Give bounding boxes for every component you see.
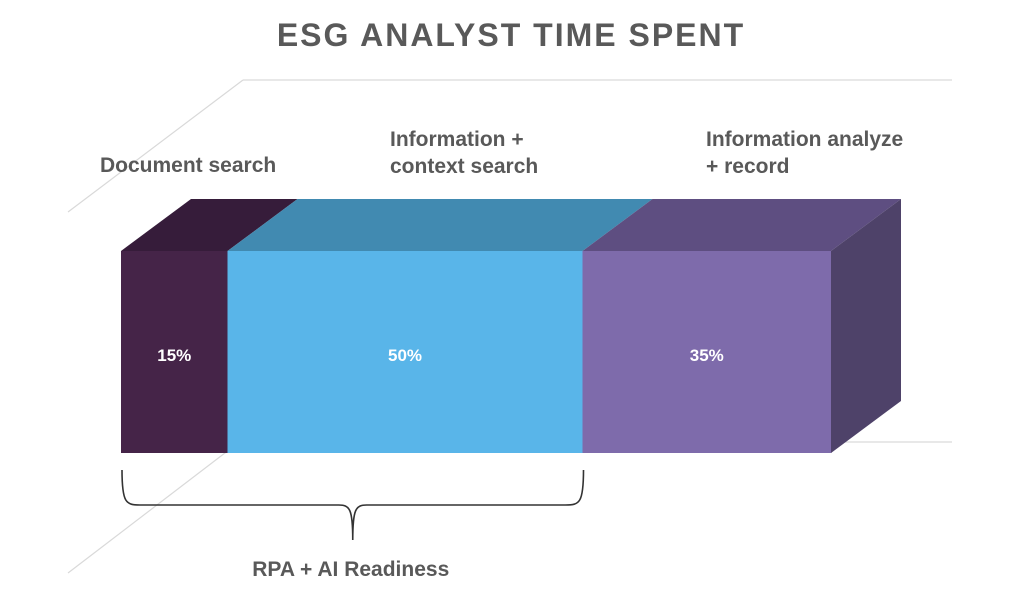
back-left-line [67,79,244,213]
chart-title: ESG ANALYST TIME SPENT [277,17,745,53]
category-label-information-context-search: Information + context search [390,128,538,178]
bar-information-analyze-record [582,251,832,453]
category-label-information-analyze-record: Information analyze + record [706,128,903,178]
bars [121,199,901,453]
bar-top-information-analyze-record [582,199,901,251]
bracket-label: RPA + AI Readiness [252,558,449,581]
bar-top-information-context-search [227,199,653,251]
bar-side-information-analyze-record [831,199,901,453]
bracket [121,469,585,541]
value-labels: 15% 50% 35% [157,346,724,365]
floor-left-line [67,442,239,574]
value-label-information-context-search: 50% [388,346,422,365]
bar-information-context-search [227,251,583,453]
value-label-document-search: 15% [157,346,191,365]
bar-top-document-search [121,199,298,251]
floor-lines [67,79,952,574]
bar-document-search [121,251,228,453]
category-labels: Document search Information + context sear… [100,128,903,178]
category-label-document-search: Document search [100,154,276,177]
value-label-information-analyze-record: 35% [690,346,724,365]
